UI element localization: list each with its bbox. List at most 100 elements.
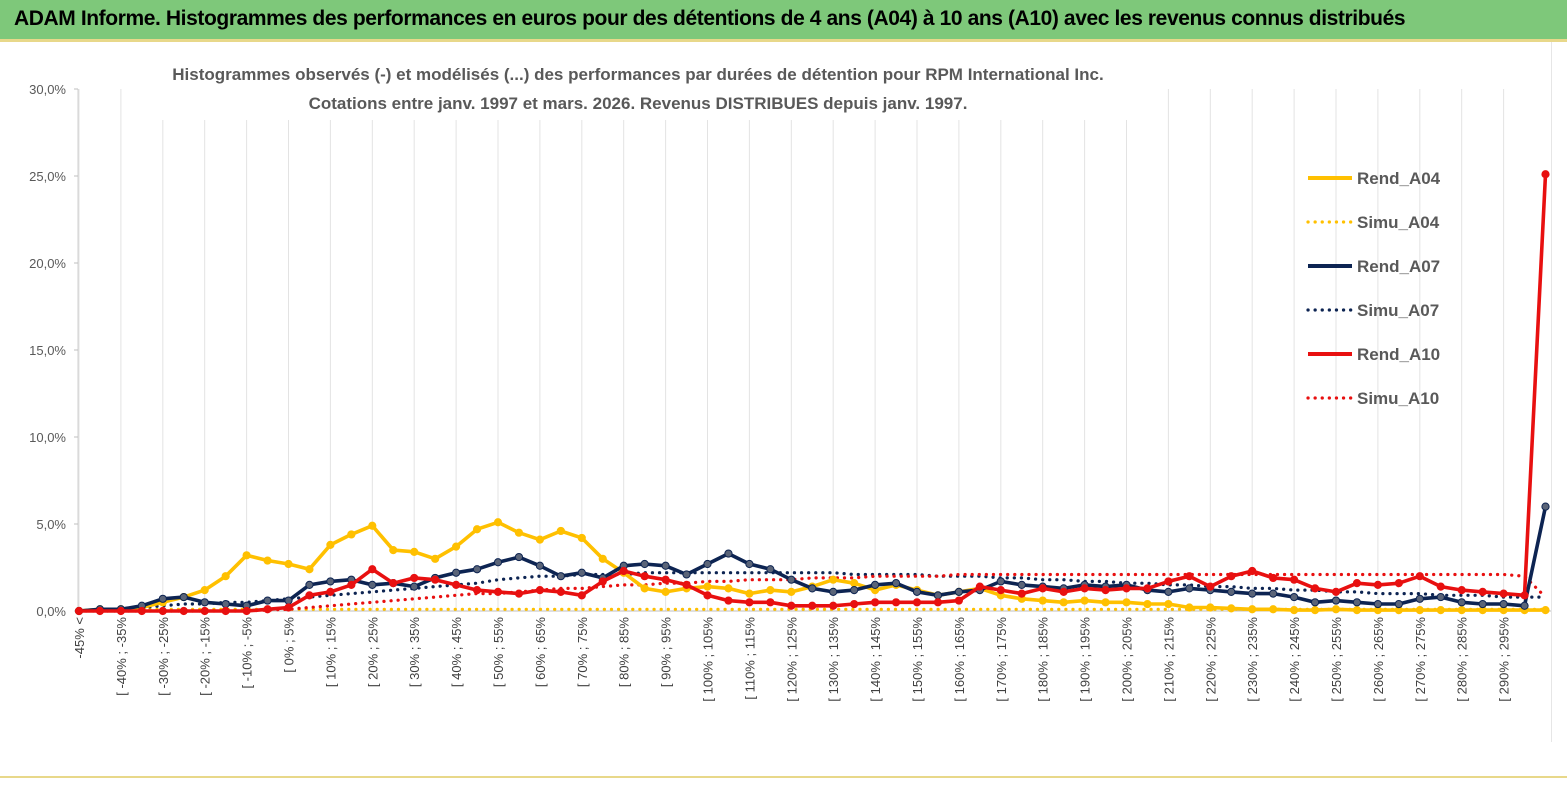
point-rend_a10 bbox=[661, 575, 670, 584]
point-rend_a07 bbox=[1394, 599, 1403, 609]
x-tick-label: [ 290% ; 295% bbox=[1497, 617, 1512, 702]
point-rend_a07 bbox=[368, 580, 377, 590]
point-rend_a04 bbox=[577, 533, 586, 543]
point-rend_a10 bbox=[514, 589, 524, 598]
point-rend_a04 bbox=[1101, 598, 1110, 607]
point-rend_a07 bbox=[682, 570, 691, 579]
point-rend_a07 bbox=[493, 558, 503, 567]
point-rend_a04 bbox=[1080, 596, 1089, 605]
point-rend_a10 bbox=[871, 598, 880, 607]
point-rend_a04 bbox=[472, 525, 482, 534]
point-rend_a10 bbox=[1520, 591, 1529, 600]
point-rend_a04 bbox=[1331, 605, 1341, 614]
point-rend_a04 bbox=[1436, 606, 1445, 615]
point-rend_a07 bbox=[703, 559, 712, 569]
point-rend_a07 bbox=[556, 572, 565, 581]
point-rend_a04 bbox=[1248, 605, 1257, 614]
legend-label: Rend_A04 bbox=[1357, 169, 1441, 188]
point-rend_a07 bbox=[1017, 580, 1026, 590]
point-rend_a10 bbox=[1101, 586, 1110, 595]
y-tick-label: 30,0% bbox=[29, 82, 66, 97]
point-rend_a07 bbox=[305, 580, 314, 590]
point-rend_a07 bbox=[158, 594, 167, 603]
point-rend_a10 bbox=[305, 591, 314, 600]
point-rend_a10 bbox=[850, 599, 859, 609]
x-tick-label: [ 170% ; 175% bbox=[994, 617, 1009, 702]
point-rend_a10 bbox=[619, 566, 628, 576]
point-rend_a04 bbox=[1541, 606, 1550, 615]
point-rend_a07 bbox=[1331, 596, 1341, 605]
point-rend_a10 bbox=[221, 606, 230, 616]
point-rend_a10 bbox=[1059, 587, 1068, 596]
point-rend_a10 bbox=[493, 587, 503, 596]
point-rend_a10 bbox=[242, 606, 251, 616]
point-rend_a10 bbox=[745, 598, 754, 607]
x-tick-label: [ 230% ; 235% bbox=[1245, 617, 1260, 702]
point-rend_a07 bbox=[996, 577, 1005, 586]
point-rend_a07 bbox=[1436, 592, 1445, 602]
point-rend_a07 bbox=[1352, 598, 1362, 607]
chart-title: Histogrammes observés (-) et modélisés (… bbox=[172, 65, 1103, 84]
report-banner: ADAM Informe. Histogrammes des performan… bbox=[0, 0, 1567, 42]
legend-label: Rend_A07 bbox=[1357, 257, 1440, 276]
point-rend_a04 bbox=[1122, 598, 1131, 607]
point-rend_a10 bbox=[535, 586, 545, 595]
point-rend_a10 bbox=[556, 587, 565, 596]
point-rend_a10 bbox=[808, 601, 817, 610]
point-rend_a07 bbox=[724, 549, 733, 558]
point-rend_a04 bbox=[1227, 604, 1236, 613]
point-rend_a07 bbox=[1541, 502, 1550, 511]
y-tick-label: 25,0% bbox=[29, 169, 66, 184]
point-rend_a04 bbox=[1310, 606, 1320, 615]
y-tick-label: 10,0% bbox=[29, 430, 66, 445]
point-rend_a10 bbox=[598, 577, 607, 586]
histogram-chart: 0,0% 5,0% 10,0% 15,0% 20,0% 25,0% 30,0% -45% < [… bbox=[29, 62, 1552, 702]
point-rend_a04 bbox=[766, 586, 775, 595]
report-title: ADAM Informe. Histogrammes des performan… bbox=[14, 7, 1406, 30]
point-rend_a10 bbox=[1185, 572, 1194, 581]
point-rend_a07 bbox=[1310, 598, 1320, 607]
point-rend_a10 bbox=[368, 565, 377, 574]
point-rend_a10 bbox=[158, 606, 167, 616]
point-rend_a07 bbox=[787, 575, 796, 584]
point-rend_a10 bbox=[1478, 587, 1487, 596]
point-rend_a10 bbox=[1248, 566, 1257, 576]
point-rend_a07 bbox=[808, 584, 817, 593]
point-rend_a04 bbox=[745, 589, 754, 598]
x-tick-label: [ 90% ; 95% bbox=[659, 617, 674, 688]
point-rend_a07 bbox=[891, 579, 901, 588]
point-rend_a10 bbox=[1415, 572, 1424, 581]
point-rend_a10 bbox=[1394, 579, 1403, 588]
x-tick-label: [ 150% ; 155% bbox=[910, 617, 925, 702]
point-rend_a04 bbox=[452, 542, 461, 551]
x-tick-label: [ 240% ; 245% bbox=[1287, 617, 1302, 702]
x-tick-label: [ -40% ; -35% bbox=[114, 617, 129, 696]
point-rend_a10 bbox=[1038, 584, 1047, 593]
x-tick-label: [ 220% ; 225% bbox=[1203, 617, 1218, 702]
point-rend_a07 bbox=[912, 587, 922, 596]
point-rend_a10 bbox=[284, 603, 293, 612]
point-rend_a10 bbox=[1436, 582, 1445, 591]
point-rend_a04 bbox=[1038, 596, 1047, 605]
point-rend_a07 bbox=[179, 592, 188, 602]
point-rend_a04 bbox=[1415, 606, 1424, 615]
point-rend_a04 bbox=[221, 572, 230, 581]
point-rend_a10 bbox=[703, 591, 712, 600]
point-rend_a10 bbox=[410, 573, 419, 583]
point-rend_a04 bbox=[410, 547, 419, 556]
x-tick-label: [ -20% ; -15% bbox=[198, 617, 213, 696]
point-rend_a10 bbox=[577, 591, 586, 600]
point-rend_a10 bbox=[975, 582, 984, 591]
x-tick-label: [ 20% ; 25% bbox=[365, 617, 380, 688]
point-rend_a07 bbox=[410, 582, 419, 591]
point-rend_a10 bbox=[996, 586, 1005, 595]
point-rend_a04 bbox=[493, 518, 503, 527]
x-tick-label: [ 250% ; 255% bbox=[1329, 617, 1344, 702]
point-rend_a04 bbox=[431, 554, 440, 563]
point-rend_a04 bbox=[326, 540, 335, 549]
point-rend_a04 bbox=[1164, 599, 1173, 609]
x-tick-label: [ -30% ; -25% bbox=[156, 617, 171, 696]
point-rend_a10 bbox=[95, 606, 105, 616]
point-rend_a07 bbox=[640, 559, 649, 569]
point-rend_a07 bbox=[1248, 589, 1257, 598]
